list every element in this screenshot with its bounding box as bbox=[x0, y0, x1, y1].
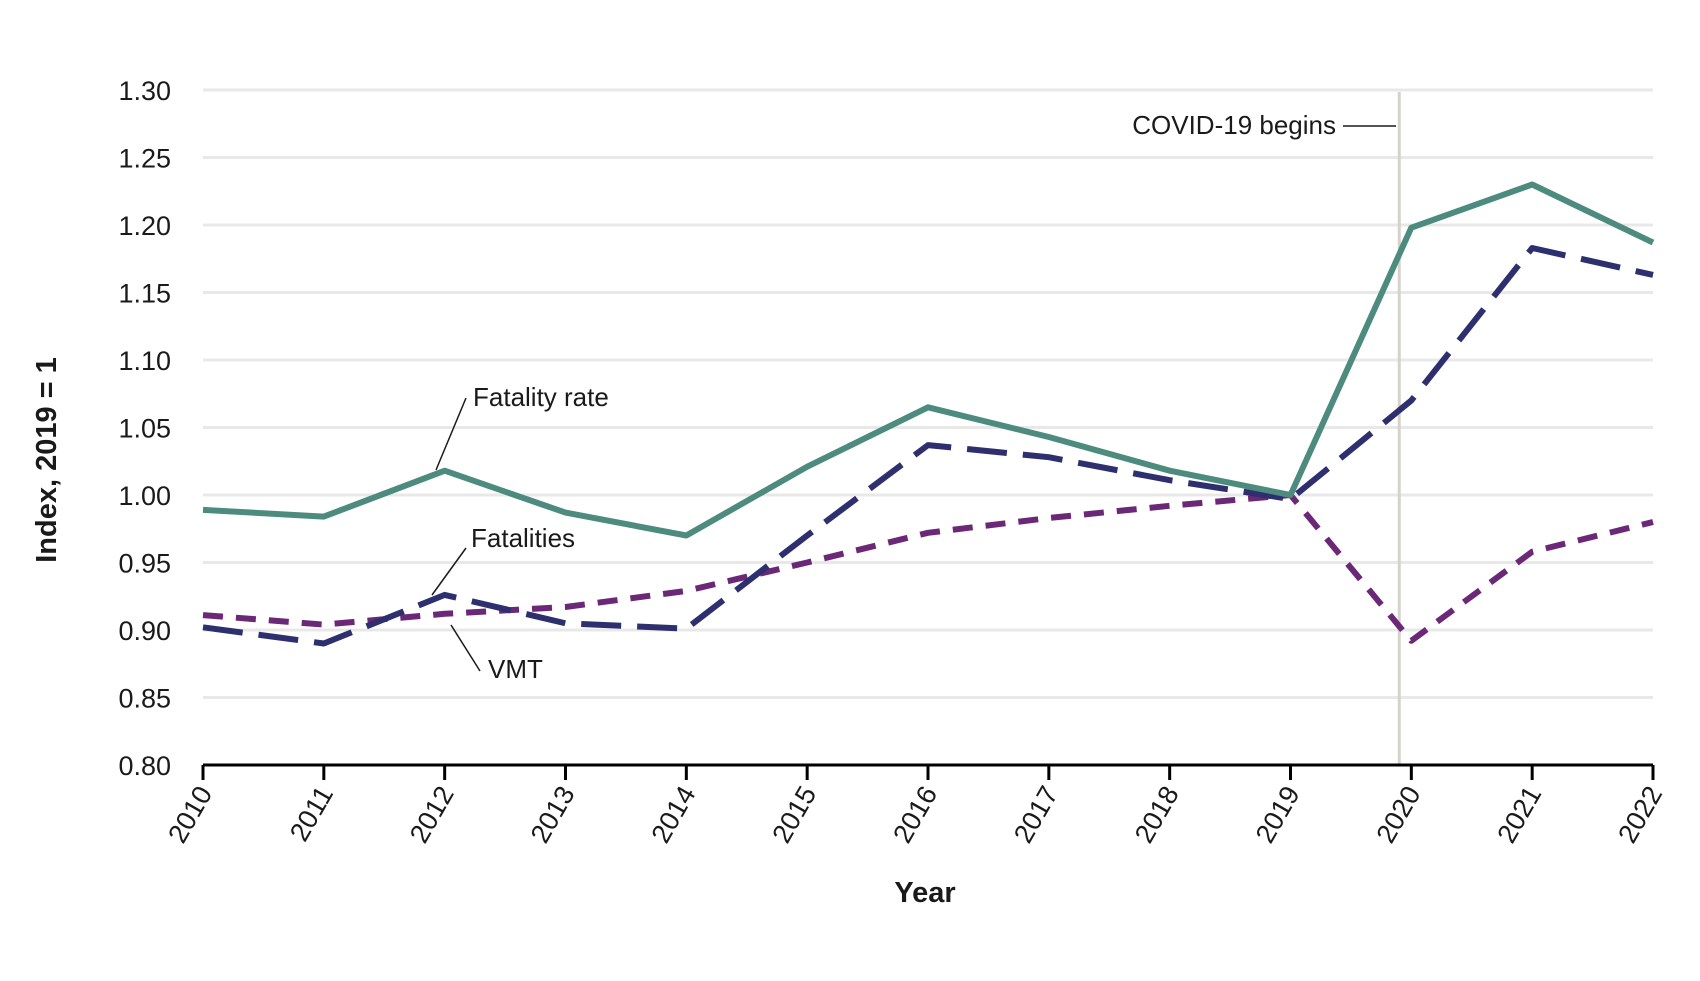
label-vmt: VMT bbox=[488, 654, 543, 684]
x-tick-label: 2017 bbox=[1008, 781, 1064, 848]
y-axis-tick-labels: 0.80 0.85 0.90 0.95 1.00 1.05 1.10 1.15 1.20 1.25… bbox=[118, 76, 171, 781]
y-tick-label: 1.30 bbox=[118, 76, 171, 106]
x-tick-label: 2015 bbox=[766, 781, 822, 848]
x-tick-label: 2010 bbox=[162, 781, 218, 848]
y-tick-label: 1.05 bbox=[118, 414, 171, 444]
x-tick-label: 2013 bbox=[525, 781, 581, 848]
covid-label: COVID-19 begins bbox=[1132, 110, 1336, 140]
y-tick-label: 1.10 bbox=[118, 346, 171, 376]
y-tick-label: 0.80 bbox=[118, 751, 171, 781]
x-tick-label: 2020 bbox=[1371, 781, 1427, 848]
y-axis-title: Index, 2019 = 1 bbox=[31, 357, 63, 563]
x-tick-label: 2014 bbox=[646, 781, 702, 848]
y-tick-label: 0.90 bbox=[118, 616, 171, 646]
y-tick-label: 1.15 bbox=[118, 279, 171, 309]
label-fatality-rate: Fatality rate bbox=[473, 382, 609, 412]
x-tick-label: 2021 bbox=[1491, 781, 1547, 848]
x-tick-label: 2018 bbox=[1129, 781, 1185, 848]
x-tick-label: 2012 bbox=[404, 781, 460, 848]
series-lines bbox=[202, 181, 1655, 647]
leader-fatalities bbox=[431, 547, 467, 596]
x-axis-title: Year bbox=[894, 877, 955, 909]
x-tick-label: 2022 bbox=[1612, 781, 1668, 848]
series-line-fatalities bbox=[202, 245, 1654, 647]
x-tick-label: 2011 bbox=[284, 781, 339, 846]
y-tick-label: 1.20 bbox=[118, 211, 171, 241]
y-tick-label: 0.95 bbox=[118, 549, 171, 579]
x-tick-label: 2019 bbox=[1250, 781, 1306, 848]
x-axis: 2010 2011 2012 2013 2014 2015 2016 2017 2018 2019… bbox=[162, 763, 1668, 848]
label-fatalities: Fatalities bbox=[471, 523, 575, 553]
y-tick-label: 1.00 bbox=[118, 481, 171, 511]
y-tick-label: 0.85 bbox=[118, 684, 171, 714]
leader-vmt bbox=[450, 624, 481, 672]
x-tick-label: 2016 bbox=[887, 781, 943, 848]
leader-fatality-rate bbox=[435, 397, 467, 471]
y-tick-label: 1.25 bbox=[118, 144, 171, 174]
gridlines bbox=[203, 88, 1653, 699]
annotations: COVID-19 begins Fatality rate Fatalities… bbox=[431, 110, 1396, 684]
series-line-fatality-rate bbox=[202, 181, 1655, 539]
series-line-vmt bbox=[202, 492, 1654, 644]
